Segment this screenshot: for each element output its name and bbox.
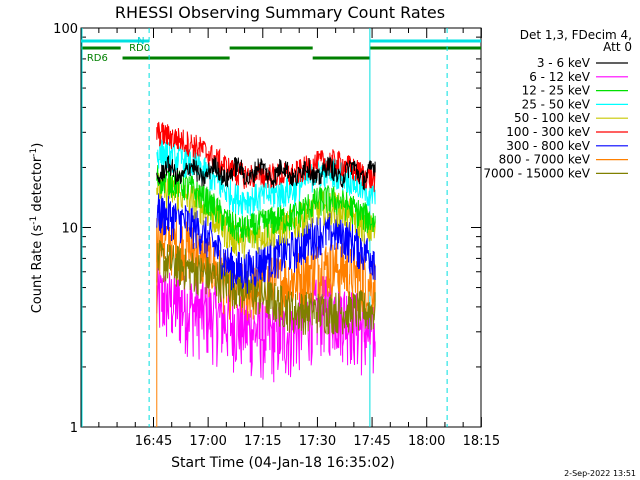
timestamp: 2-Sep-2022 13:51 [564, 469, 636, 478]
series-line [156, 240, 376, 335]
legend-header-line2: Att 0 [603, 40, 632, 54]
x-tick-label: 17:00 [189, 434, 226, 449]
legend-label: 12 - 25 keV [522, 84, 591, 98]
legend-label: 100 - 300 keV [506, 125, 590, 139]
legend-label: 6 - 12 keV [529, 70, 591, 84]
series-line [156, 121, 376, 193]
y-tick-label: 1 [70, 421, 78, 436]
x-tick-label: 18:00 [408, 434, 445, 449]
chart-title: RHESSI Observing Summary Count Rates [115, 3, 445, 22]
y-tick-label: 100 [53, 22, 78, 37]
legend-label: 3 - 6 keV [537, 56, 591, 70]
legend-label: 800 - 7000 keV [499, 153, 591, 167]
annotation-label: RD6 [87, 53, 108, 64]
series-line [156, 173, 376, 259]
x-tick-label: 17:30 [299, 434, 336, 449]
x-tick-label: 17:15 [244, 434, 281, 449]
legend-label: 7000 - 15000 keV [483, 166, 590, 180]
legend-label: 300 - 800 keV [506, 139, 590, 153]
series-line [156, 164, 376, 244]
x-tick-label: 17:45 [353, 434, 390, 449]
legend-header-line1: Det 1,3, FDecim 4, [520, 28, 632, 42]
annotation-label: RD0 [129, 43, 150, 54]
x-axis-label: Start Time (04-Jan-18 16:35:02) [171, 455, 395, 471]
series-line [156, 193, 376, 294]
x-tick-label: 18:15 [463, 434, 500, 449]
legend-label: 50 - 100 keV [514, 111, 591, 125]
x-tick-label: 16:45 [135, 434, 172, 449]
legend-label: 25 - 50 keV [522, 97, 591, 111]
annotation-label: N [137, 36, 144, 47]
series-line [156, 155, 376, 191]
y-axis-label: Count Rate (s-1 detector-1) [29, 143, 45, 314]
y-tick-label: 10 [61, 222, 78, 237]
